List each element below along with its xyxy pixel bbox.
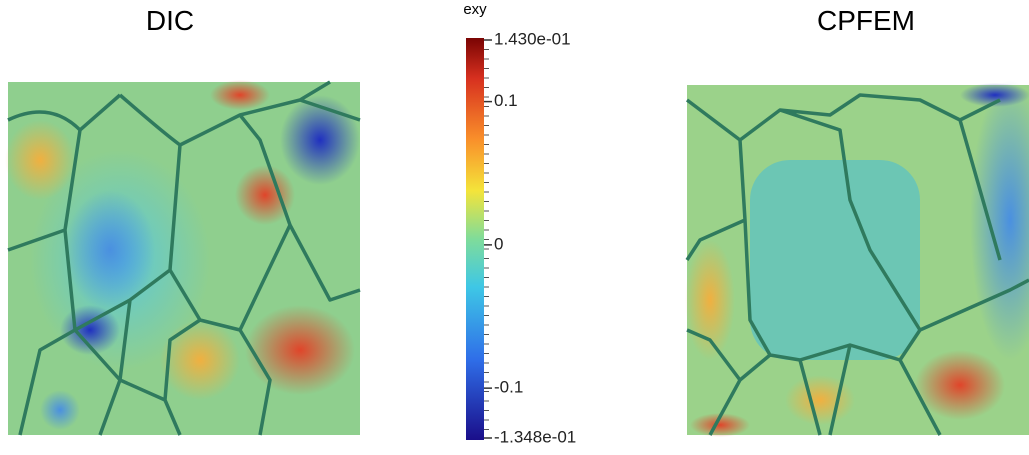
panel-title: CPFEM [817, 5, 915, 36]
tick-label: 1.430e-01 [494, 29, 571, 48]
colorbar-label: exy [463, 1, 487, 18]
panel-title: DIC [146, 5, 194, 36]
tick-label: -0.1 [494, 378, 523, 397]
tick-label: -1.348e-01 [494, 427, 576, 446]
tick-label: 0 [494, 234, 503, 253]
dic-map [5, 80, 361, 436]
cpfem-map [685, 80, 1029, 437]
colorbar [466, 38, 484, 440]
tick-label: 0.1 [494, 91, 518, 110]
